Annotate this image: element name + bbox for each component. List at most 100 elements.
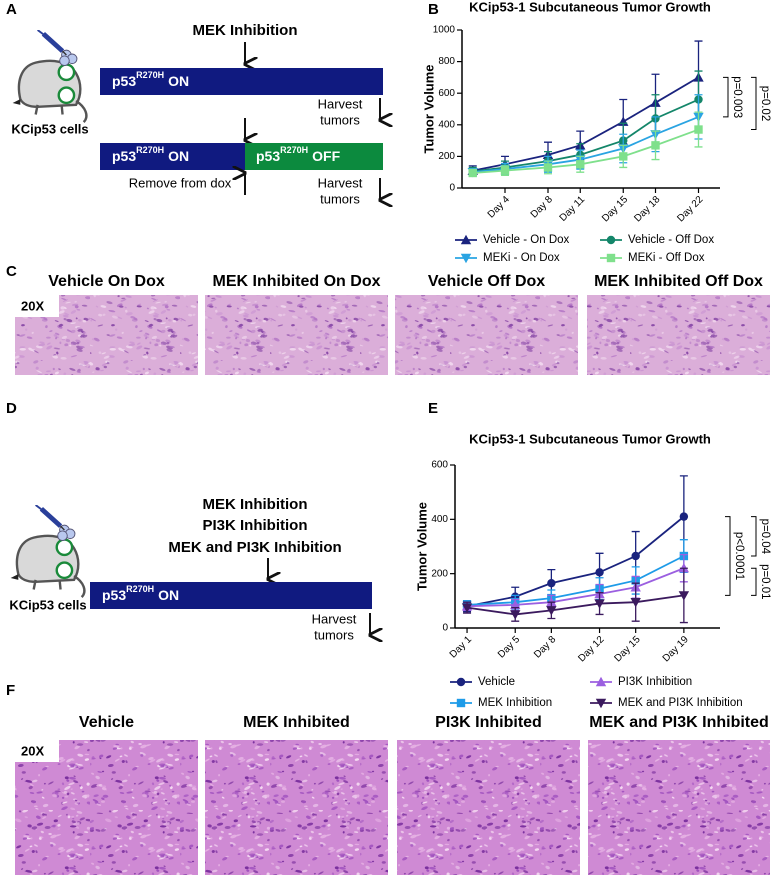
significance-bracket bbox=[751, 76, 757, 131]
image-title: MEK and PI3K Inhibited bbox=[589, 714, 769, 731]
image-title: MEK Inhibited bbox=[243, 714, 350, 731]
significance-bracket bbox=[725, 516, 731, 596]
point bbox=[510, 610, 521, 620]
timeline-bar bbox=[100, 143, 245, 170]
point bbox=[468, 168, 477, 178]
timeline-bar bbox=[100, 68, 383, 95]
chart-title: KCip53-1 Subcutaneous Tumor Growth bbox=[469, 431, 711, 446]
image-title: Vehicle Off Dox bbox=[428, 273, 545, 290]
bar-label: p53R270H ON bbox=[112, 70, 189, 88]
cells-label: KCip53 cells bbox=[11, 121, 88, 136]
histology-image bbox=[395, 295, 578, 375]
point bbox=[461, 603, 473, 613]
y-tick-label: 200 bbox=[438, 151, 455, 162]
panel-label: E bbox=[428, 400, 438, 417]
series-line bbox=[466, 594, 684, 616]
legend-marker bbox=[456, 698, 466, 708]
significance-bracket bbox=[751, 516, 757, 557]
legend-label: MEKi - On Dox bbox=[483, 252, 560, 264]
point bbox=[546, 606, 557, 616]
point bbox=[547, 578, 556, 588]
panel-label: B bbox=[428, 1, 439, 18]
y-tick-label: 400 bbox=[431, 514, 448, 525]
x-tick-label: Day 1 bbox=[448, 634, 475, 661]
legend-marker bbox=[460, 234, 472, 245]
series-line bbox=[466, 515, 685, 608]
x-tick-label: Day 15 bbox=[600, 194, 630, 224]
magnification: 20X bbox=[21, 298, 44, 313]
point bbox=[576, 160, 585, 169]
panel-label: D bbox=[6, 400, 17, 417]
legend-marker bbox=[606, 253, 616, 263]
panel-label: F bbox=[6, 682, 15, 699]
y-tick-label: 600 bbox=[431, 460, 448, 471]
allele: R270H bbox=[280, 145, 308, 155]
bar-label: p53R270H ON bbox=[102, 584, 179, 602]
state: ON bbox=[168, 148, 189, 164]
harvest-label: tumors bbox=[320, 112, 360, 127]
allele: R270H bbox=[136, 145, 164, 155]
y-tick-label: 600 bbox=[438, 88, 455, 99]
chart-title: KCip53-1 Subcutaneous Tumor Growth bbox=[469, 0, 711, 14]
x-tick-label: Day 4 bbox=[486, 194, 513, 221]
point bbox=[500, 166, 510, 175]
legend-label: MEK Inhibition bbox=[478, 697, 552, 709]
y-axis-label: Tumor Volume bbox=[421, 64, 436, 153]
bar-label: p53R270H OFF bbox=[256, 145, 341, 163]
panel-label: C bbox=[6, 263, 17, 280]
point bbox=[678, 591, 690, 601]
x-tick-label: Day 15 bbox=[612, 634, 642, 664]
p-value: p=0.04 bbox=[759, 519, 771, 555]
x-tick-label: Day 5 bbox=[496, 634, 523, 661]
point bbox=[594, 599, 605, 609]
timeline-bar-off bbox=[245, 143, 383, 170]
y-axis-label: Tumor Volume bbox=[414, 502, 429, 591]
gene: p53 bbox=[112, 73, 136, 89]
gene: p53 bbox=[112, 148, 136, 164]
legend-marker bbox=[460, 253, 472, 264]
y-tick-label: 200 bbox=[431, 568, 448, 579]
legend-marker bbox=[606, 235, 616, 245]
x-tick-label: Day 11 bbox=[558, 194, 588, 224]
point bbox=[595, 568, 604, 577]
y-tick-label: 0 bbox=[442, 623, 448, 634]
state: ON bbox=[168, 73, 189, 89]
histology-image bbox=[588, 740, 770, 875]
state: OFF bbox=[312, 148, 340, 164]
treatment-label: MEK Inhibition bbox=[193, 22, 298, 39]
x-tick-label: Day 12 bbox=[576, 634, 606, 664]
state: ON bbox=[158, 587, 179, 603]
mouse-icon bbox=[11, 505, 85, 597]
legend-label: PI3K Inhibition bbox=[618, 676, 692, 688]
gene: p53 bbox=[256, 148, 280, 164]
panel-label: A bbox=[6, 1, 17, 18]
point bbox=[651, 141, 660, 150]
cells-label: KCip53 cells bbox=[9, 597, 86, 612]
legend-label: MEKi - Off Dox bbox=[628, 252, 705, 264]
histology-image bbox=[205, 295, 388, 375]
point bbox=[679, 512, 689, 521]
mouse-icon bbox=[13, 30, 87, 122]
y-tick-label: 1000 bbox=[433, 25, 456, 36]
image-title: Vehicle On Dox bbox=[48, 273, 165, 290]
magnification: 20X bbox=[21, 743, 44, 758]
image-title: Vehicle bbox=[79, 714, 134, 731]
y-tick-label: 400 bbox=[438, 119, 455, 130]
gene: p53 bbox=[102, 587, 126, 603]
histology-image bbox=[397, 740, 580, 875]
legend-marker bbox=[456, 677, 466, 687]
legend-label: Vehicle - On Dox bbox=[483, 234, 570, 246]
p-value: p=0.01 bbox=[759, 564, 771, 600]
allele: R270H bbox=[136, 70, 164, 80]
harvest-label: tumors bbox=[320, 191, 360, 206]
bar-label: p53R270H ON bbox=[112, 145, 189, 163]
p-value: p=0.003 bbox=[731, 76, 743, 118]
significance-bracket bbox=[751, 567, 757, 596]
treatment-label: PI3K Inhibition bbox=[203, 517, 308, 534]
point bbox=[543, 163, 553, 172]
series-line bbox=[467, 567, 685, 608]
x-tick-label: Day 8 bbox=[529, 194, 556, 221]
y-tick-label: 0 bbox=[449, 183, 455, 194]
series-line bbox=[466, 555, 685, 606]
harvest-label: tumors bbox=[314, 627, 354, 642]
